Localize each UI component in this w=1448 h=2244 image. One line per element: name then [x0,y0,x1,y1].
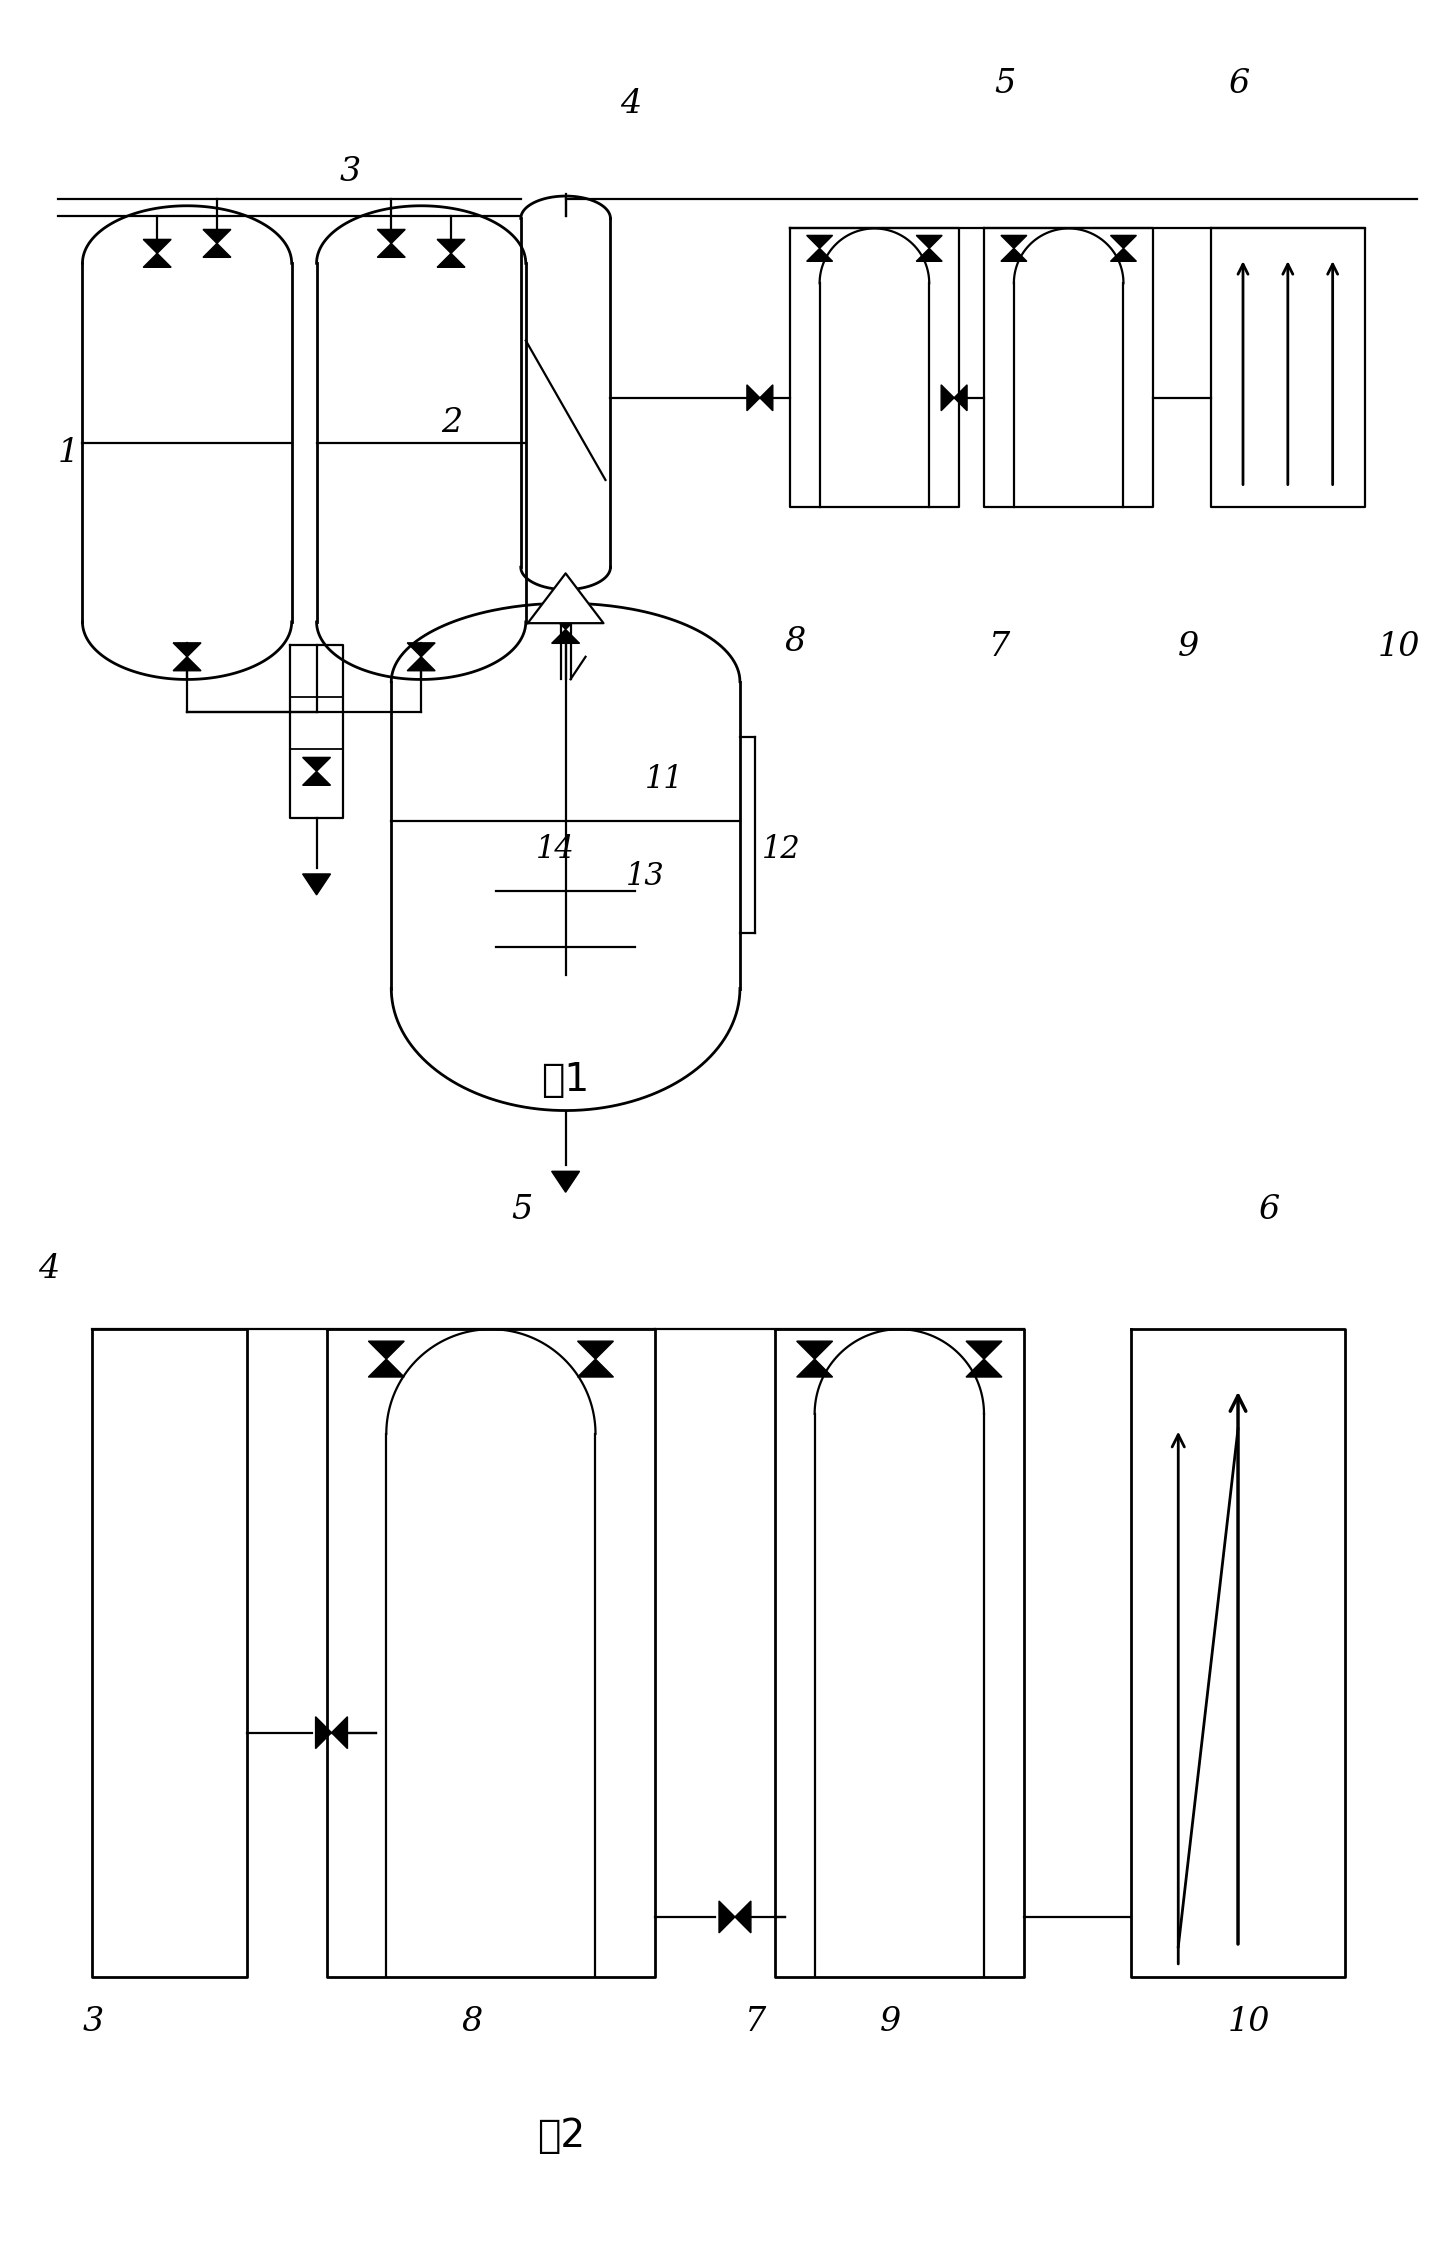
Text: 6: 6 [1228,67,1250,101]
Text: 8: 8 [460,2006,482,2038]
Polygon shape [796,1360,833,1378]
Polygon shape [378,229,405,242]
Polygon shape [1001,236,1027,249]
Polygon shape [407,642,434,657]
Polygon shape [807,249,833,260]
Text: 图2: 图2 [537,2116,585,2154]
Polygon shape [378,242,405,258]
Polygon shape [1001,249,1027,260]
Polygon shape [760,384,773,411]
Text: 3: 3 [83,2006,104,2038]
Polygon shape [736,1901,752,1932]
Polygon shape [1111,236,1137,249]
Polygon shape [303,758,330,772]
Text: 11: 11 [646,763,683,794]
Polygon shape [747,384,760,411]
Polygon shape [578,1360,614,1378]
Polygon shape [368,1360,404,1378]
Text: 2: 2 [442,406,462,438]
Polygon shape [807,236,833,249]
Text: 图1: 图1 [542,1061,589,1100]
Polygon shape [316,1717,332,1748]
Polygon shape [720,1901,736,1932]
Polygon shape [437,254,465,267]
Text: 10: 10 [1377,631,1420,662]
Polygon shape [552,628,579,644]
Text: 13: 13 [626,862,665,893]
Text: 12: 12 [762,833,801,864]
Polygon shape [143,240,171,254]
Polygon shape [368,1342,404,1360]
Polygon shape [332,1717,348,1748]
Text: 8: 8 [785,626,807,657]
Text: 7: 7 [744,2006,766,2038]
Polygon shape [527,574,604,624]
Polygon shape [954,384,967,411]
Polygon shape [552,615,579,628]
Text: 3: 3 [339,155,361,188]
Polygon shape [966,1342,1002,1360]
Text: 4: 4 [620,88,641,119]
Polygon shape [143,254,171,267]
Polygon shape [552,1171,579,1192]
Text: 10: 10 [1228,2006,1270,2038]
Polygon shape [174,642,201,657]
Polygon shape [1111,249,1137,260]
Polygon shape [303,873,330,895]
Text: 5: 5 [511,1194,531,1225]
Polygon shape [796,1342,833,1360]
Text: 7: 7 [989,631,1011,662]
Polygon shape [174,657,201,671]
Polygon shape [203,242,230,258]
Text: 9: 9 [879,2006,901,2038]
Polygon shape [437,240,465,254]
Text: 9: 9 [1179,631,1199,662]
Text: 1: 1 [58,438,78,469]
Polygon shape [578,1342,614,1360]
Text: 14: 14 [536,833,575,864]
Polygon shape [941,384,954,411]
Polygon shape [203,229,230,242]
Polygon shape [917,236,943,249]
Polygon shape [966,1360,1002,1378]
Polygon shape [407,657,434,671]
Text: 6: 6 [1258,1194,1279,1225]
Text: 4: 4 [38,1254,59,1286]
Polygon shape [917,249,943,260]
Polygon shape [303,772,330,785]
Text: 5: 5 [993,67,1015,101]
